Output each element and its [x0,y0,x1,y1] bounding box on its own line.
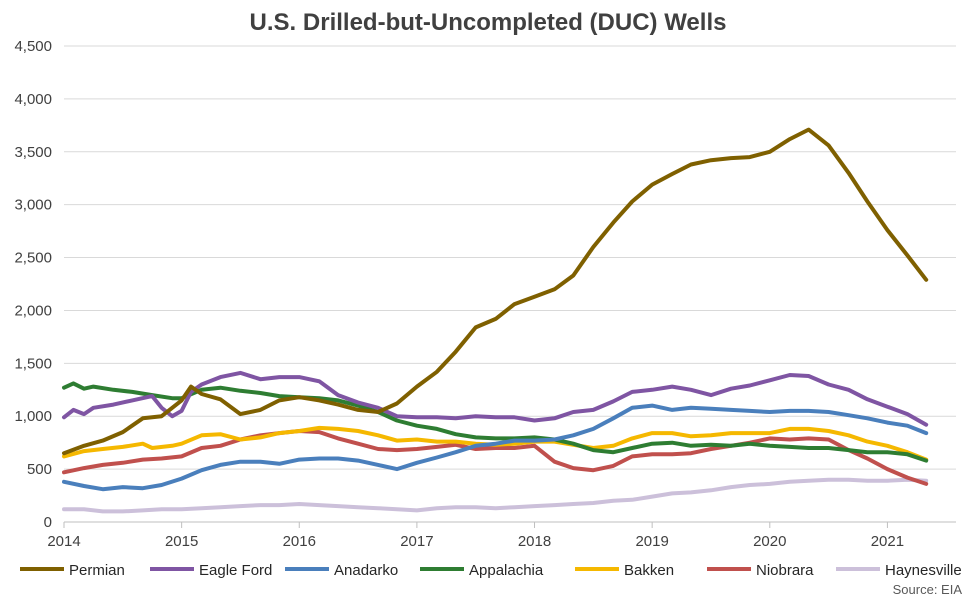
y-tick-label: 3,500 [14,144,52,161]
legend-label-permian: Permian [69,562,125,579]
x-tick-label: 2018 [518,533,551,550]
y-tick-label: 4,500 [14,38,52,55]
x-tick-label: 2015 [165,533,198,550]
legend-label-anadarko: Anadarko [334,562,398,579]
source-note: Source: EIA [893,582,963,597]
series-line-anadarko [62,403,929,492]
x-tick-label: 2021 [871,533,904,550]
legend-label-niobrara: Niobrara [756,562,814,579]
y-tick-label: 2,500 [14,250,52,267]
y-tick-label: 3,000 [14,197,52,214]
legend-label-haynesville: Haynesville [885,562,962,579]
legend-label-appalachia: Appalachia [469,562,544,579]
series-line-haynesville [62,477,929,514]
series-line-niobrara [62,429,929,486]
y-tick-label: 500 [27,461,52,478]
y-tick-label: 2,000 [14,302,52,319]
y-tick-label: 4,000 [14,91,52,108]
y-tick-label: 1,500 [14,355,52,372]
y-tick-label: 1,000 [14,408,52,425]
x-tick-label: 2020 [753,533,786,550]
legend-label-bakken: Bakken [624,562,674,579]
x-tick-label: 2019 [635,533,668,550]
series-line-appalachia [62,381,929,463]
y-tick-label: 0 [44,514,52,531]
x-tick-label: 2014 [47,533,80,550]
x-tick-label: 2016 [283,533,316,550]
legend-label-eagle-ford: Eagle Ford [199,562,272,579]
x-tick-label: 2017 [400,533,433,550]
chart-title: U.S. Drilled-but-Uncompleted (DUC) Wells [250,9,727,36]
series-line-eagle-ford [62,370,929,427]
series-line-permian [62,127,929,456]
